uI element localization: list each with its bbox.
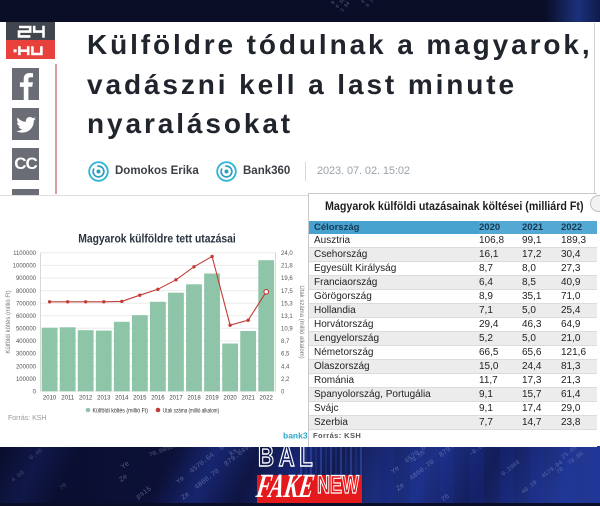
svg-text:Utak száma (millió alkalom): Utak száma (millió alkalom) <box>298 285 304 358</box>
svg-text:2010: 2010 <box>43 396 57 402</box>
svg-text:4,4: 4,4 <box>281 364 290 370</box>
svg-text:19,6: 19,6 <box>281 276 293 282</box>
svg-text:21,8: 21,8 <box>281 264 293 270</box>
svg-text:2013: 2013 <box>97 396 111 402</box>
svg-text:2020: 2020 <box>223 396 237 402</box>
svg-text:900000: 900000 <box>16 276 37 282</box>
svg-text:2014: 2014 <box>115 396 129 402</box>
svg-text:8,7: 8,7 <box>281 339 290 345</box>
svg-text:600000: 600000 <box>16 314 37 320</box>
svg-text:0: 0 <box>281 390 285 396</box>
svg-text:13,1: 13,1 <box>281 314 293 320</box>
svg-text:6,5: 6,5 <box>281 352 290 358</box>
svg-text:2016: 2016 <box>151 396 165 402</box>
svg-text:0: 0 <box>33 390 37 396</box>
svg-text:700000: 700000 <box>16 301 37 307</box>
svg-text:Külföldi költés (millió Ft): Külföldi költés (millió Ft) <box>93 407 149 414</box>
svg-text:100000: 100000 <box>16 377 37 383</box>
svg-text:800000: 800000 <box>16 289 37 295</box>
svg-text:24,0: 24,0 <box>281 251 293 257</box>
svg-text:2,2: 2,2 <box>281 377 290 383</box>
svg-text:1100000: 1100000 <box>13 251 37 257</box>
svg-text:15,3: 15,3 <box>281 301 293 307</box>
svg-text:Magyarok külföldre tett utazás: Magyarok külföldre tett utazásai <box>78 233 236 246</box>
svg-text:2011: 2011 <box>61 396 75 402</box>
svg-text:2017: 2017 <box>169 396 183 402</box>
svg-text:17,5: 17,5 <box>281 289 293 295</box>
svg-text:Utak száma (millió alkalom): Utak száma (millió alkalom) <box>163 407 219 414</box>
svg-text:2018: 2018 <box>187 396 201 402</box>
svg-text:bank360: bank360 <box>283 431 309 441</box>
svg-text:2012: 2012 <box>79 396 93 402</box>
svg-text:Forrás: KSH: Forrás: KSH <box>8 415 47 422</box>
svg-text:300000: 300000 <box>16 352 37 358</box>
svg-text:500000: 500000 <box>16 327 37 333</box>
svg-text:2019: 2019 <box>205 396 219 402</box>
svg-text:10,9: 10,9 <box>281 327 293 333</box>
svg-text:2021: 2021 <box>242 396 256 402</box>
svg-text:2022: 2022 <box>260 396 274 402</box>
svg-text:200000: 200000 <box>16 364 37 370</box>
svg-text:400000: 400000 <box>16 339 37 345</box>
svg-text:Külföldi költés (millió Ft): Külföldi költés (millió Ft) <box>6 290 12 353</box>
svg-text:1000000: 1000000 <box>13 264 37 270</box>
svg-text:2015: 2015 <box>133 396 147 402</box>
